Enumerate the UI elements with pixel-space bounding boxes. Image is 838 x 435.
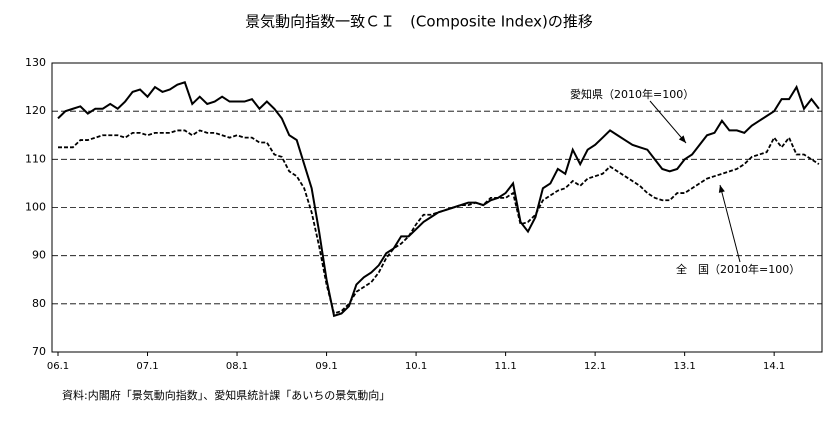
arrow-head <box>678 135 686 143</box>
y-tick-label: 80 <box>32 297 46 310</box>
x-tick-label: 09.1 <box>315 361 337 372</box>
x-tick-label: 08.1 <box>226 361 248 372</box>
plot-frame <box>51 62 823 353</box>
source-note: 資料:内閣府「景気動向指数」、愛知県統計課「あいちの景気動向」 <box>62 388 390 402</box>
x-tick-label: 07.1 <box>136 361 158 372</box>
series-line <box>57 81 820 318</box>
y-tick-label: 70 <box>32 345 46 358</box>
series-label: 全 国（2010年=100） <box>676 262 800 276</box>
annotation-arrow <box>649 100 687 144</box>
chart-title: 景気動向指数一致ＣＩ (Composite Index)の推移 <box>245 13 593 31</box>
x-tick-label: 10.1 <box>405 361 427 372</box>
x-tick-label: 13.1 <box>674 361 696 372</box>
x-tick-label: 12.1 <box>584 361 606 372</box>
y-tick-label: 110 <box>25 152 46 165</box>
series-line <box>58 129 820 315</box>
x-tick-label: 06.1 <box>47 361 69 372</box>
x-tick-label: 14.1 <box>763 361 785 372</box>
y-tick-label: 130 <box>25 56 46 69</box>
series-label: 愛知県（2010年=100） <box>570 87 694 101</box>
y-tick-label: 120 <box>25 104 46 117</box>
arrow-head <box>718 185 725 193</box>
y-tick-label: 100 <box>25 201 46 214</box>
x-tick-label: 11.1 <box>494 361 516 372</box>
y-tick-label: 90 <box>32 249 46 262</box>
annotation-arrow <box>719 184 741 263</box>
